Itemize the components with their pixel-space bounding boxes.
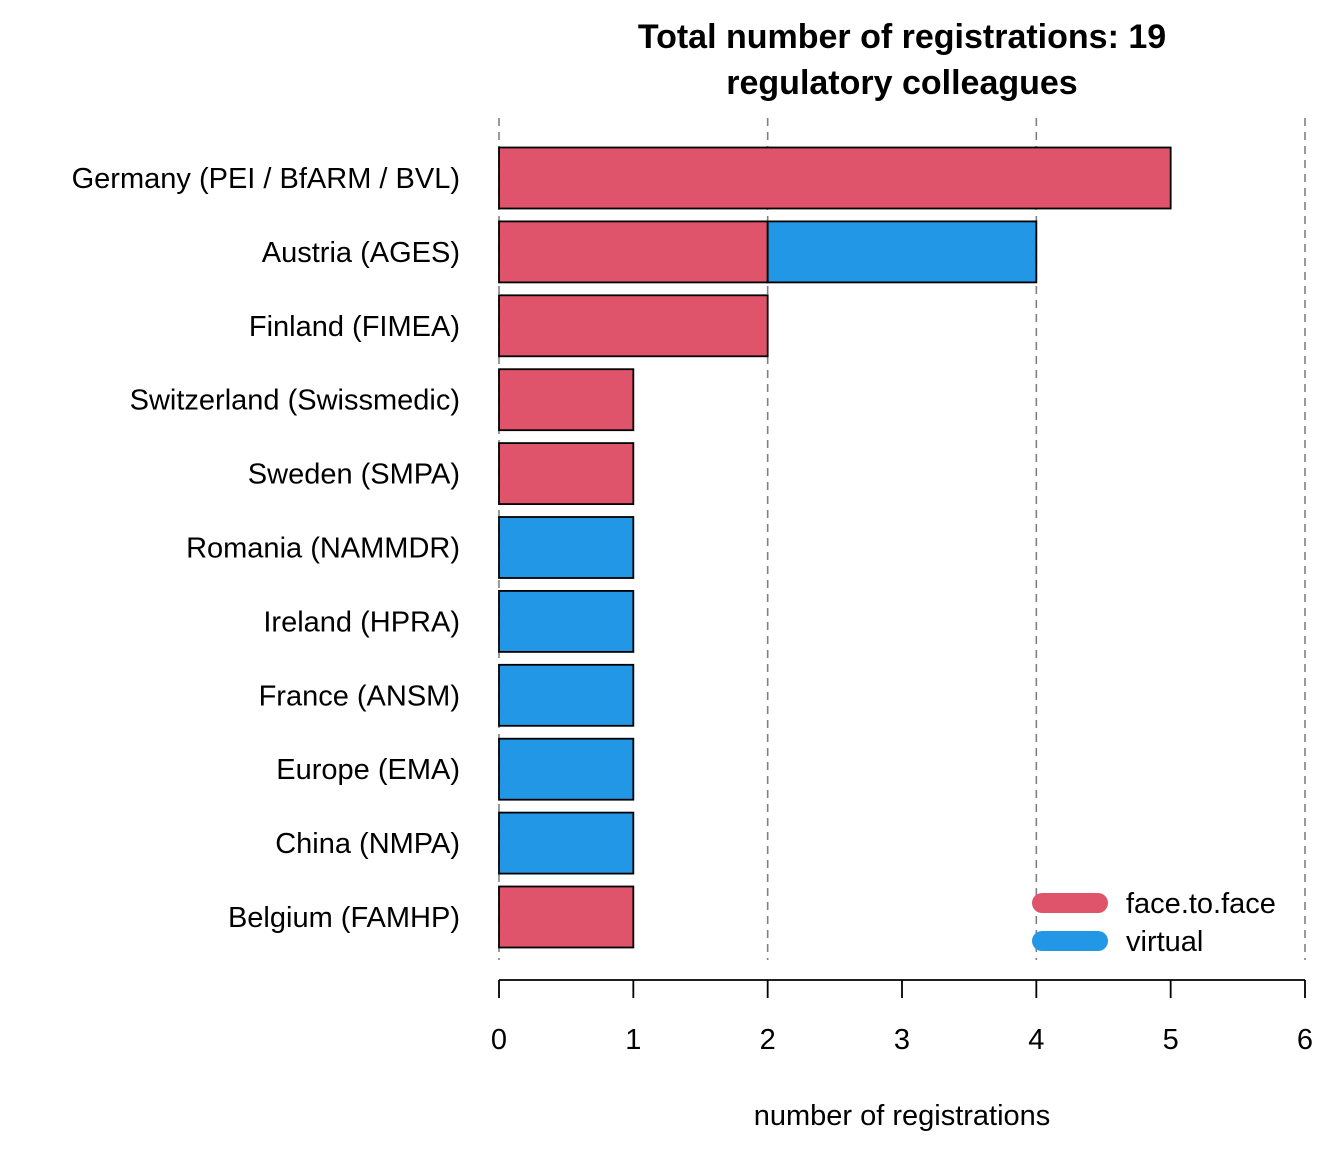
bar-virtual-7 — [498, 663, 635, 727]
category-label-9: China (NMPA) — [275, 828, 460, 860]
category-label-0: Germany (PEI / BfARM / BVL) — [72, 163, 460, 195]
bar-virtual-5 — [498, 516, 635, 579]
x-axis-label: number of registrations — [754, 1100, 1051, 1132]
chart-title-line-1: Total number of registrations: 19 — [638, 18, 1166, 56]
bar-face-to-face-4 — [498, 442, 635, 506]
category-label-10: Belgium (FAMHP) — [228, 902, 460, 934]
bar-virtual-1 — [766, 220, 1038, 284]
bar-virtual-8 — [498, 737, 635, 801]
x-tick-label-6: 6 — [1297, 1024, 1313, 1056]
x-tick-label-5: 5 — [1163, 1024, 1179, 1056]
chart-title-line-2: regulatory colleagues — [726, 64, 1077, 102]
category-label-5: Romania (NAMMDR) — [186, 533, 460, 565]
legend-label-virtual: virtual — [1126, 926, 1203, 958]
category-label-1: Austria (AGES) — [262, 237, 460, 269]
x-tick-label-3: 3 — [894, 1024, 910, 1056]
category-label-3: Switzerland (Swissmedic) — [130, 385, 460, 417]
bar-face-to-face-10 — [498, 885, 635, 949]
category-label-8: Europe (EMA) — [276, 754, 460, 786]
category-label-7: France (ANSM) — [259, 680, 460, 712]
x-tick-label-0: 0 — [491, 1024, 507, 1056]
x-tick-label-2: 2 — [760, 1024, 776, 1056]
bar-virtual-6 — [498, 590, 635, 653]
bar-face-to-face-3 — [498, 368, 635, 432]
category-label-4: Sweden (SMPA) — [248, 459, 460, 491]
legend-label-face-to-face: face.to.face — [1126, 888, 1276, 920]
x-tick-label-1: 1 — [625, 1024, 641, 1056]
x-tick-label-4: 4 — [1028, 1024, 1044, 1056]
category-label-6: Ireland (HPRA) — [263, 606, 460, 638]
category-label-2: Finland (FIMEA) — [249, 311, 460, 343]
bar-virtual-9 — [498, 811, 635, 875]
bar-face-to-face-1 — [498, 220, 769, 284]
bar-face-to-face-2 — [498, 294, 769, 358]
bar-face-to-face-0 — [498, 146, 1172, 210]
